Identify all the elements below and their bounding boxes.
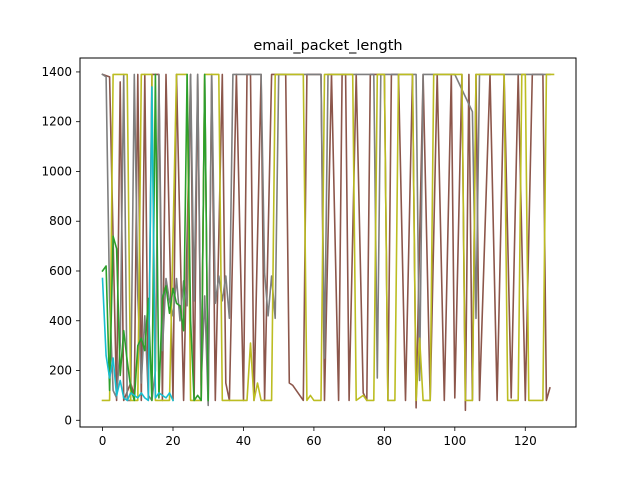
x-tick-label: 120 — [514, 434, 537, 448]
x-tick-label: 60 — [306, 434, 321, 448]
y-tick-label: 800 — [49, 214, 72, 228]
y-tick-label: 1000 — [41, 164, 72, 178]
y-tick-label: 600 — [49, 264, 72, 278]
series-line-3 — [101, 73, 555, 402]
y-axis: 0 200 400 600 800 1000 1200 1400 — [41, 65, 80, 427]
series-line-2 — [101, 73, 551, 407]
y-tick-label: 200 — [49, 364, 72, 378]
plot-frame — [79, 57, 577, 428]
series-layer — [101, 73, 555, 412]
chart-title: email_packet_length — [253, 38, 402, 54]
x-tick-label: 0 — [99, 434, 107, 448]
y-tick-label: 1200 — [41, 115, 72, 129]
y-tick-label: 0 — [64, 413, 72, 427]
x-axis: 0 20 40 60 80 100 120 — [99, 427, 537, 448]
series-line-5 — [101, 86, 175, 402]
x-tick-label: 80 — [377, 434, 392, 448]
x-tick-label: 100 — [443, 434, 466, 448]
x-tick-label: 40 — [236, 434, 251, 448]
series-line-4 — [101, 73, 210, 402]
y-tick-label: 400 — [49, 314, 72, 328]
x-tick-label: 20 — [165, 434, 180, 448]
y-tick-label: 1400 — [41, 65, 72, 79]
plot-area — [79, 57, 577, 428]
